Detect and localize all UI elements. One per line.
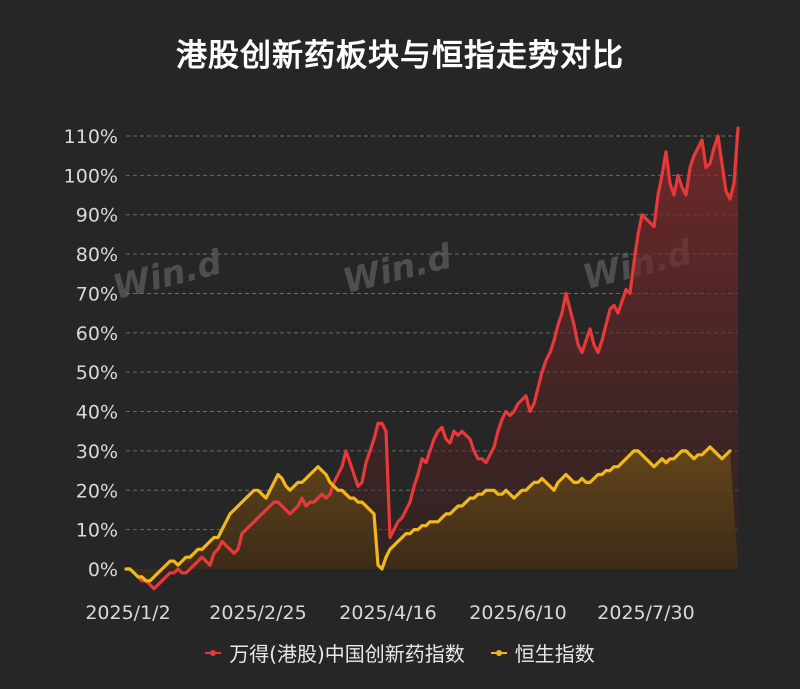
y-tick-label: 80% (76, 244, 118, 266)
legend: 万得(港股)中国创新药指数 恒生指数 (0, 638, 800, 667)
y-tick-label: 90% (76, 205, 118, 227)
y-tick-label: 110% (64, 126, 118, 148)
legend-item-innovative-drug: 万得(港股)中国创新药指数 (205, 638, 465, 667)
legend-label: 恒生指数 (514, 642, 595, 666)
y-tick-label: 20% (76, 480, 118, 502)
x-axis-ticks: 2025/1/2 2025/2/25 2025/4/16 2025/6/10 2025/… (85, 602, 694, 624)
y-axis-ticks: 0% 10% 20% 30% 40% 50% 60% 70% 80% 90% 100% 110% (64, 126, 118, 581)
legend-line-gold (490, 646, 507, 660)
series-areas (126, 128, 738, 589)
y-tick-label: 10% (76, 520, 118, 542)
y-tick-label: 70% (76, 283, 118, 305)
series-line-innovative-drug (124, 126, 740, 591)
watermark-text: Win.d (339, 236, 457, 302)
series-area-hang-seng (126, 447, 738, 581)
x-tick-label: 2025/1/2 (85, 602, 170, 624)
y-tick-label: 60% (76, 323, 118, 345)
y-tick-label: 30% (76, 441, 118, 463)
y-tick-label: 50% (76, 362, 118, 384)
legend-label: 万得(港股)中国创新药指数 (229, 642, 465, 666)
legend-item-hang-seng: 恒生指数 (490, 638, 595, 667)
series-area-innovative-drug (126, 128, 738, 589)
x-tick-label: 2025/7/30 (597, 602, 694, 624)
x-tick-label: 2025/2/25 (209, 602, 306, 624)
series-lines (124, 126, 740, 591)
y-tick-label: 0% (88, 559, 118, 581)
legend-line-red (205, 646, 222, 660)
y-tick-label: 40% (76, 402, 118, 424)
y-tick-label: 100% (64, 165, 118, 187)
x-tick-label: 2025/6/10 (469, 602, 566, 624)
x-tick-label: 2025/4/16 (339, 602, 436, 624)
chart-title: 港股创新药板块与恒指走势对比 (176, 38, 624, 74)
watermark-text: Win.d (109, 242, 227, 308)
series-line-hang-seng (124, 445, 732, 583)
